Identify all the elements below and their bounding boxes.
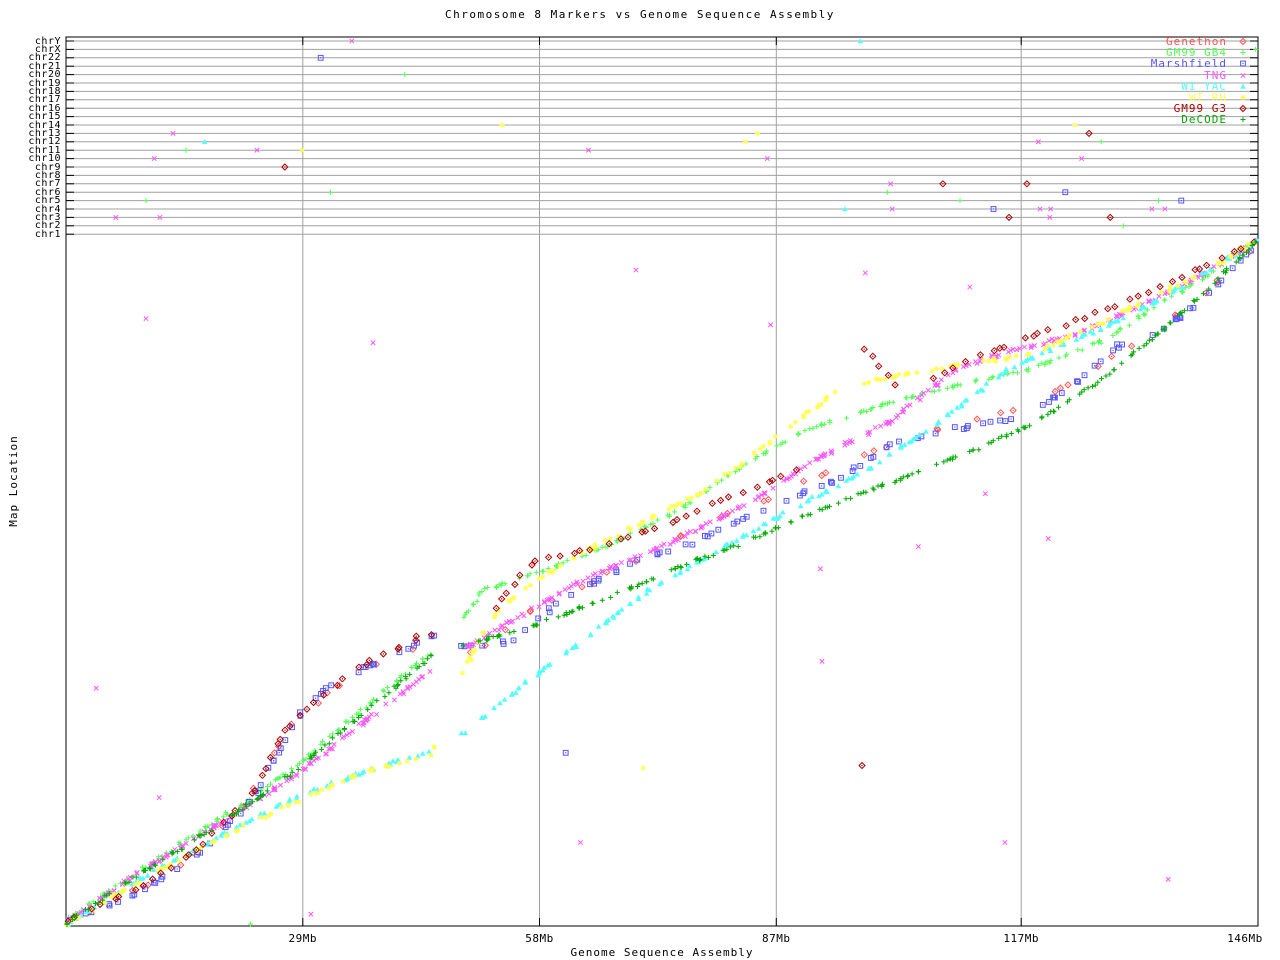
series-gm99-gb4 bbox=[66, 46, 1259, 927]
chart-title: Chromosome 8 Markers vs Genome Sequence … bbox=[445, 8, 835, 21]
y-axis-row-label: chr3 bbox=[34, 211, 61, 223]
wi-rh-symbol-icon bbox=[1240, 94, 1246, 101]
series-decode bbox=[64, 239, 1259, 927]
genethon-symbol-icon bbox=[1239, 37, 1247, 46]
marshfield-symbol-icon bbox=[1240, 61, 1246, 67]
legend-item-decode: DeCODE bbox=[1151, 114, 1250, 125]
gm99-gb4-symbol-icon bbox=[1240, 50, 1246, 56]
x-axis-tick-label: 29Mb bbox=[288, 932, 318, 945]
y-axis-row-label: chr15 bbox=[28, 111, 61, 123]
legend-item-gm99-gb4: GM99 GB4 bbox=[1151, 47, 1250, 58]
y-axis-row-label: chr22 bbox=[28, 52, 61, 64]
legend-label: Marshfield bbox=[1150, 57, 1227, 71]
y-axis-row-label: chrY bbox=[34, 35, 61, 47]
legend-label: WI RH bbox=[1188, 91, 1227, 105]
series-gm99-g3 bbox=[64, 129, 1258, 925]
y-axis-row-label: chr19 bbox=[28, 77, 61, 89]
legend-label: TNG bbox=[1204, 68, 1227, 82]
legend-item-gm99-g3: GM99 G3 bbox=[1151, 103, 1250, 114]
y-axis-row-label: chr7 bbox=[34, 178, 61, 190]
y-axis-row-label: chr11 bbox=[28, 144, 61, 156]
x-axis-tick-label: 117Mb bbox=[1003, 932, 1040, 945]
y-axis-row-label: chr12 bbox=[28, 136, 61, 148]
y-axis-row-label: chr4 bbox=[34, 203, 61, 215]
wi-yac-symbol-icon bbox=[1240, 83, 1246, 89]
legend-label: WI YAC bbox=[1181, 79, 1227, 93]
series-tng bbox=[65, 38, 1260, 927]
y-axis-row-label: chr14 bbox=[28, 119, 61, 131]
y-axis-row-label: chr6 bbox=[34, 186, 61, 198]
y-axis-row-label: chr13 bbox=[28, 127, 61, 139]
y-axis-row-label: chr21 bbox=[28, 60, 61, 72]
legend-item-wi-yac: WI YAC bbox=[1151, 81, 1250, 92]
legend-item-marshfield: Marshfield bbox=[1151, 58, 1250, 69]
legend-item-wi-rh: WI RH bbox=[1151, 92, 1250, 103]
legend-label: DeCODE bbox=[1181, 113, 1227, 127]
legend-label: GM99 G3 bbox=[1173, 102, 1227, 116]
y-axis-row-label: chr18 bbox=[28, 85, 61, 97]
x-axis-title: Genome Sequence Assembly bbox=[570, 946, 754, 959]
legend: Genethon GM99 GB4 Marshfield TNG WI YAC WI RH… bbox=[1151, 36, 1250, 126]
x-axis-tick-label: 58Mb bbox=[525, 932, 554, 945]
plot-border bbox=[65, 36, 1259, 927]
legend-item-tng: TNG bbox=[1151, 70, 1250, 81]
y-axis-row-label: chr10 bbox=[28, 153, 61, 165]
y-axis-row-label: chr5 bbox=[34, 195, 61, 207]
series-marshfield bbox=[65, 54, 1254, 924]
series-wi-yac bbox=[65, 38, 1260, 927]
y-axis-row-label: chr8 bbox=[34, 169, 61, 181]
legend-label: GM99 GB4 bbox=[1166, 46, 1227, 60]
y-axis-title: Map Location bbox=[7, 435, 20, 527]
y-axis-row-label: chr20 bbox=[28, 69, 61, 81]
y-axis-row-label: chr17 bbox=[28, 94, 61, 106]
y-axis-row-label: chrX bbox=[34, 43, 61, 55]
tng-symbol-icon bbox=[1240, 72, 1246, 78]
y-axis-row-label: chr2 bbox=[34, 220, 61, 232]
legend-label: Genethon bbox=[1166, 35, 1227, 49]
x-axis-tick-label: 146Mb bbox=[1227, 932, 1263, 945]
y-axis-row-label: chr1 bbox=[34, 228, 61, 240]
decode-symbol-icon bbox=[1240, 117, 1246, 123]
y-axis-row-label: chr9 bbox=[34, 161, 61, 173]
legend-item-genethon: Genethon bbox=[1151, 36, 1250, 47]
y-axis-row-label: chr16 bbox=[28, 102, 61, 114]
x-axis-tick-label: 87Mb bbox=[762, 932, 791, 945]
series-wi-rh bbox=[64, 122, 1251, 928]
gm99-g3-symbol-icon bbox=[1239, 105, 1247, 113]
